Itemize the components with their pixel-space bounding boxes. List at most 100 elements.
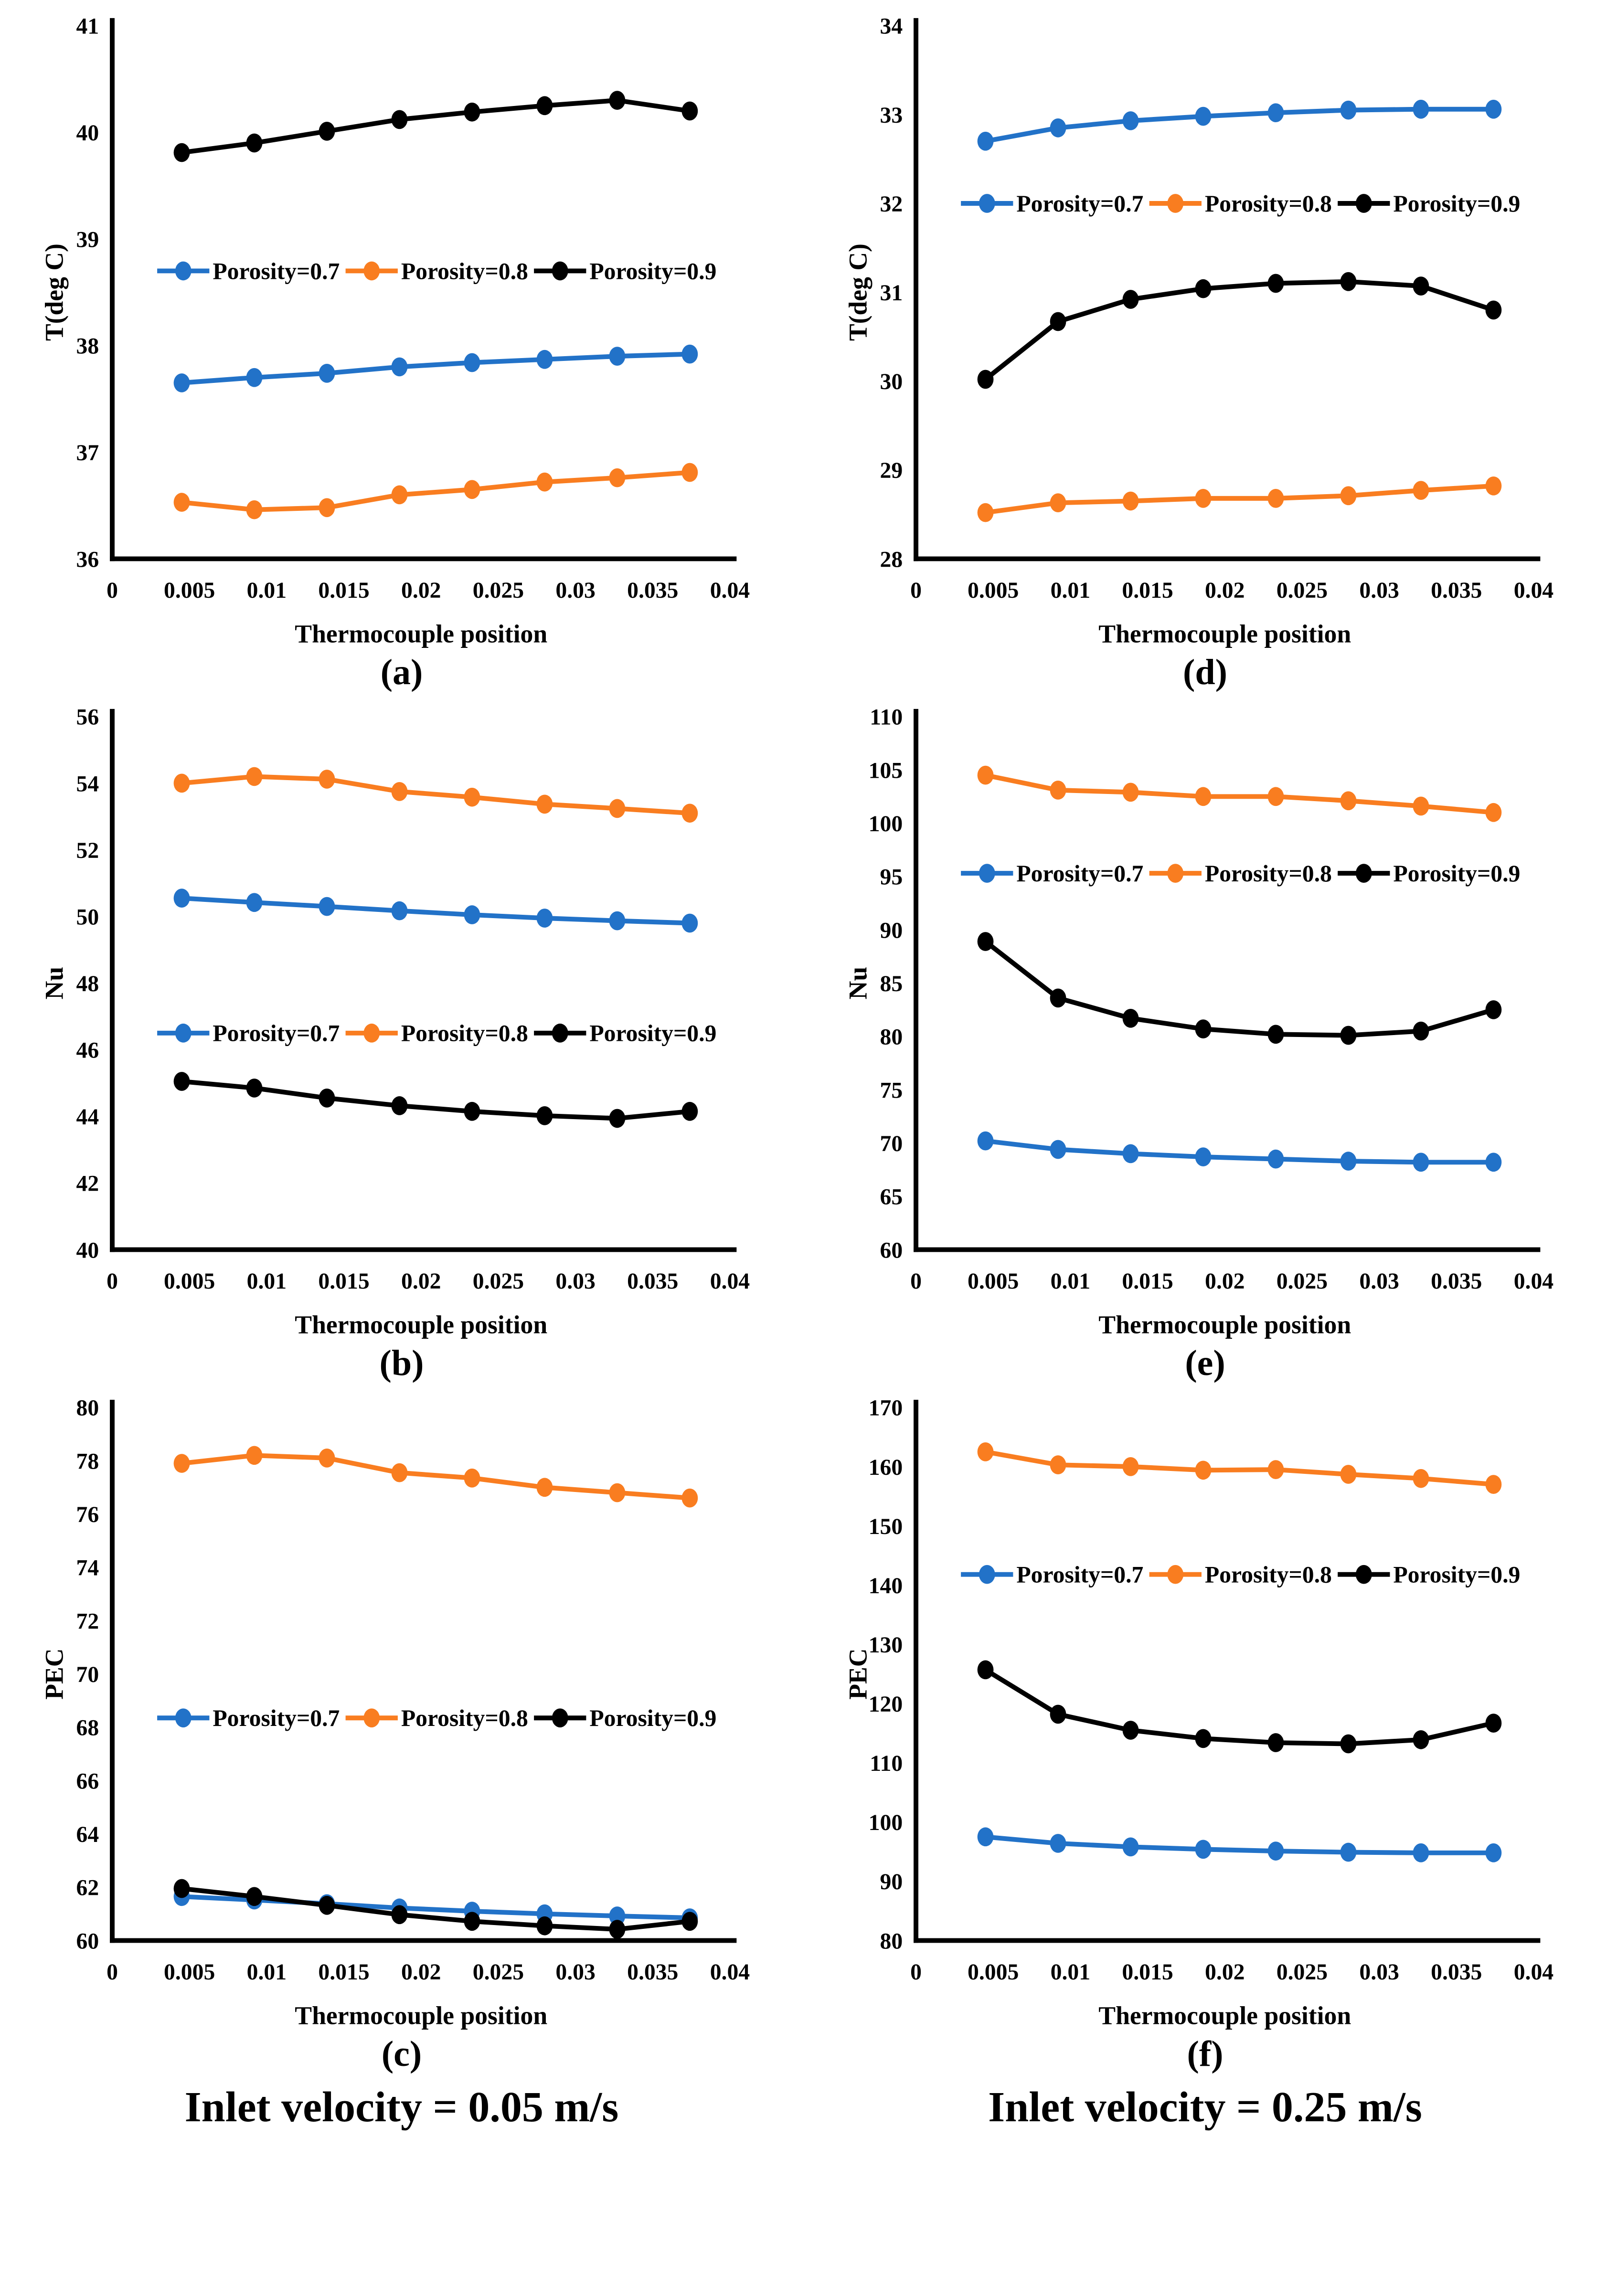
- y-axis-ticks: 28 29 30 31 32 33 34: [880, 14, 903, 572]
- data-point-porosity-0-8: [391, 782, 408, 801]
- data-point-porosity-0-8: [246, 767, 263, 786]
- y-tick-label: 44: [76, 1105, 99, 1130]
- chart-f-svg: 80 90 100 110 120 130 140 150 160 170 0 0.005 0.01 0.…: [845, 1396, 1554, 2029]
- legend-label: Porosity=0.8: [1204, 1561, 1331, 1587]
- data-point-porosity-0-8: [1413, 481, 1429, 500]
- right-inlet-velocity-label: Inlet velocity = 0.25 m/s: [988, 2084, 1422, 2131]
- data-point-porosity-0-8: [246, 500, 263, 519]
- series-line-porosity-0-7: [983, 1834, 1496, 1855]
- data-point-porosity-0-7: [1050, 118, 1066, 138]
- series-line-porosity-0-8: [179, 774, 692, 815]
- x-tick-label: 0.005: [164, 578, 215, 603]
- legend-item-porosity-0-8: Porosity=0.8: [1149, 1561, 1331, 1587]
- data-point-porosity-0-8: [1195, 787, 1211, 806]
- y-axis-title: T(deg C): [845, 243, 873, 341]
- y-tick-label: 105: [868, 758, 903, 783]
- x-tick-label: 0: [106, 1959, 118, 1984]
- data-point-porosity-0-8: [1267, 488, 1284, 508]
- series-porosity-0-7: [977, 1827, 1501, 1862]
- x-axis-title: Thermocouple position: [295, 2001, 547, 2030]
- data-point-porosity-0-9: [1122, 1720, 1139, 1740]
- series-line-porosity-0-7: [179, 1894, 692, 1920]
- data-point-porosity-0-9: [977, 1660, 993, 1679]
- data-point-porosity-0-8: [464, 787, 480, 807]
- data-point-porosity-0-9: [319, 1088, 335, 1108]
- series-line-porosity-0-8: [983, 772, 1496, 815]
- y-tick-label: 72: [76, 1609, 99, 1634]
- series-line-porosity-0-9: [179, 98, 692, 155]
- data-point-porosity-0-8: [319, 769, 335, 789]
- data-point-porosity-0-8: [977, 765, 993, 785]
- series-line-porosity-0-7: [983, 106, 1496, 144]
- data-point-porosity-0-8: [1485, 803, 1501, 822]
- data-point-porosity-0-9: [173, 1071, 190, 1091]
- x-tick-label: 0.04: [1513, 1269, 1553, 1294]
- data-point-porosity-0-7: [1413, 1153, 1429, 1172]
- data-point-porosity-0-8: [1195, 1460, 1211, 1480]
- data-point-porosity-0-8: [173, 1453, 190, 1473]
- data-point-porosity-0-9: [1122, 1008, 1139, 1028]
- data-point-porosity-0-8: [681, 804, 698, 823]
- data-point-porosity-0-8: [391, 1463, 408, 1482]
- series-porosity-0-9: [977, 1660, 1501, 1753]
- y-tick-label: 160: [868, 1455, 903, 1480]
- x-tick-label: 0.01: [247, 1269, 287, 1294]
- x-axis-title: Thermocouple position: [1098, 1310, 1351, 1339]
- y-tick-label: 78: [76, 1449, 99, 1474]
- data-point-porosity-0-7: [391, 357, 408, 377]
- data-point-porosity-0-9: [1050, 312, 1066, 331]
- data-point-porosity-0-9: [977, 370, 993, 389]
- y-tick-label: 120: [868, 1692, 903, 1717]
- x-tick-label: 0.02: [401, 1269, 441, 1294]
- legend-item-porosity-0-9: Porosity=0.9: [534, 1705, 716, 1731]
- data-point-porosity-0-9: [1050, 1704, 1066, 1724]
- legend-label: Porosity=0.7: [213, 1020, 340, 1046]
- legend-label: Porosity=0.9: [589, 1020, 716, 1046]
- x-axis-ticks: 0 0.005 0.01 0.015 0.02 0.025 0.03 0.035 0.04: [910, 578, 1554, 603]
- x-tick-label: 0.005: [968, 1269, 1019, 1294]
- x-tick-label: 0.035: [627, 578, 678, 603]
- legend-item-porosity-0-7: Porosity=0.7: [960, 190, 1143, 217]
- y-tick-label: 40: [76, 121, 99, 146]
- x-tick-label: 0.015: [1122, 1959, 1173, 1984]
- data-point-porosity-0-7: [1267, 103, 1284, 123]
- legend-label: Porosity=0.9: [589, 258, 716, 284]
- legend-marker: [979, 863, 995, 883]
- data-point-porosity-0-7: [1267, 1149, 1284, 1169]
- x-tick-label: 0.035: [627, 1959, 678, 1984]
- y-tick-label: 52: [76, 838, 99, 863]
- y-tick-label: 110: [870, 705, 903, 730]
- series-line-porosity-0-9: [983, 279, 1496, 382]
- y-tick-label: 38: [76, 334, 99, 359]
- legend-marker: [552, 261, 568, 281]
- legend: Porosity=0.7 Porosity=0.8 Porosity=0.9: [960, 190, 1520, 217]
- y-tick-label: 130: [868, 1632, 903, 1657]
- series-line-porosity-0-7: [179, 351, 692, 385]
- data-point-porosity-0-9: [609, 91, 626, 110]
- y-tick-label: 36: [76, 547, 99, 572]
- y-tick-label: 30: [880, 370, 903, 394]
- y-tick-label: 60: [76, 1929, 99, 1954]
- legend-marker: [979, 1565, 995, 1584]
- data-point-porosity-0-7: [391, 901, 408, 921]
- data-point-porosity-0-9: [391, 1905, 408, 1924]
- x-tick-label: 0.015: [1122, 578, 1173, 603]
- panel-b: 40 42 44 46 48 50 52 54 56 0 0.005 0.01 0.015 0.02 0.0…: [0, 703, 803, 1384]
- x-tick-label: 0.04: [1513, 578, 1553, 603]
- legend-marker: [363, 261, 380, 281]
- legend-marker: [979, 194, 995, 213]
- y-axis-ticks: 60 62 64 66 68 70 72 74 76 78 80: [76, 1396, 99, 1954]
- y-tick-label: 37: [76, 441, 99, 466]
- data-point-porosity-0-7: [1122, 111, 1139, 130]
- data-point-porosity-0-8: [1340, 1464, 1356, 1484]
- x-tick-label: 0.025: [1276, 1959, 1327, 1984]
- x-tick-label: 0: [910, 578, 922, 603]
- y-tick-label: 46: [76, 1038, 99, 1063]
- data-point-porosity-0-9: [1267, 274, 1284, 293]
- y-tick-label: 100: [868, 1810, 903, 1835]
- y-tick-label: 65: [880, 1185, 903, 1209]
- legend-label: Porosity=0.9: [1393, 190, 1520, 217]
- data-point-porosity-0-7: [1413, 1843, 1429, 1862]
- legend-item-porosity-0-7: Porosity=0.7: [157, 1705, 340, 1731]
- data-point-porosity-0-9: [1485, 1000, 1501, 1019]
